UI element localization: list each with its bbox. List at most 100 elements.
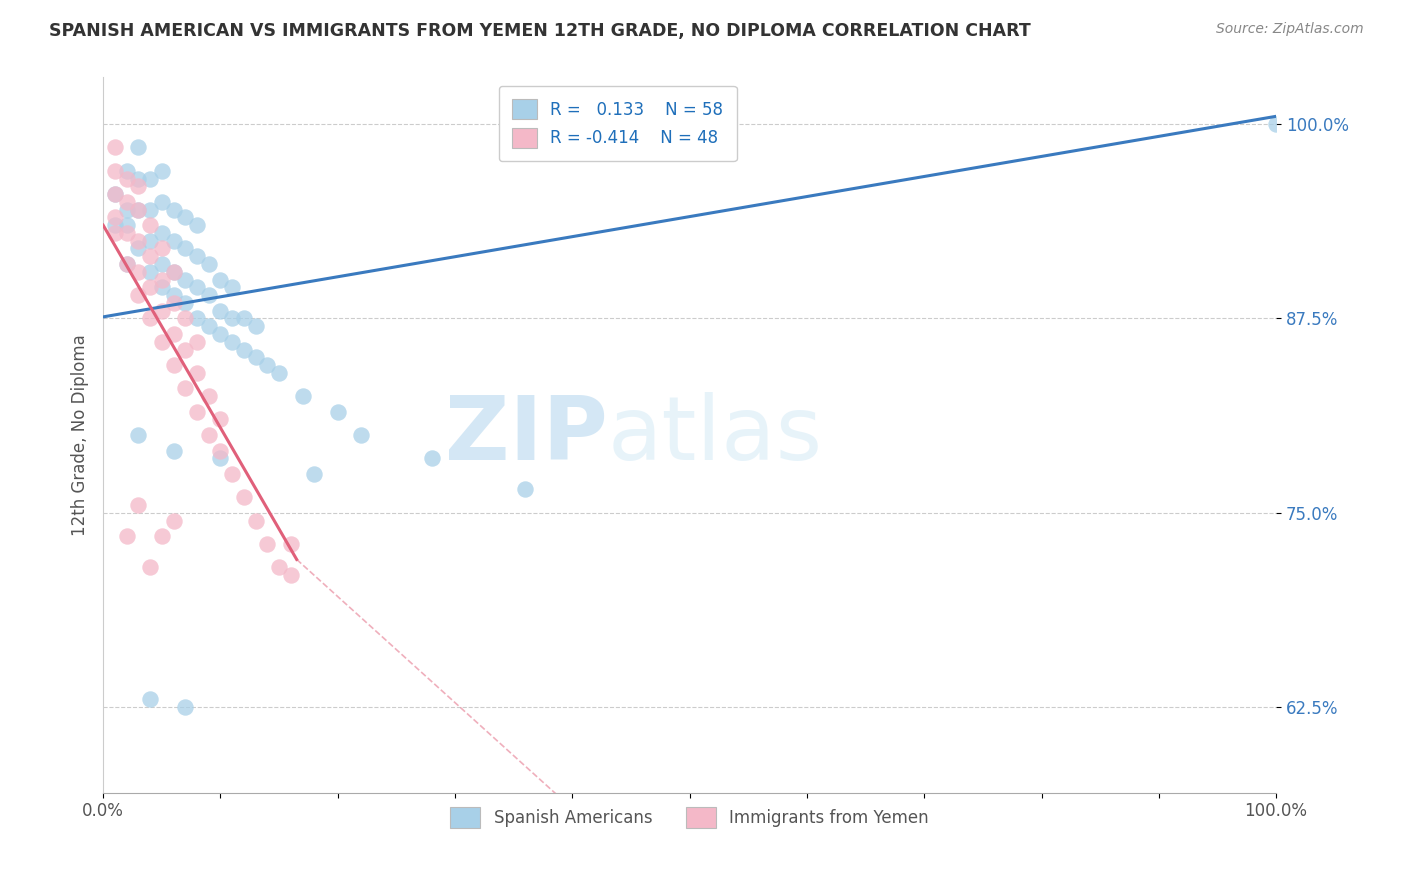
Point (139, 280, 162, 294)
Point (162, 234, 184, 248)
Point (115, 202, 138, 217)
Point (127, 288, 149, 302)
Point (127, 202, 149, 217)
Point (150, 334, 173, 349)
Text: ZIP: ZIP (444, 392, 607, 478)
Point (186, 405, 208, 419)
Point (150, 272, 173, 286)
Point (127, 140, 149, 154)
Point (197, 389, 219, 403)
Point (150, 226, 173, 240)
Point (197, 428, 219, 442)
Point (267, 366, 290, 380)
Point (197, 288, 219, 302)
Point (115, 529, 138, 543)
Point (221, 334, 243, 349)
Legend: Spanish Americans, Immigrants from Yemen: Spanish Americans, Immigrants from Yemen (444, 801, 935, 834)
Point (186, 311, 208, 326)
Point (209, 451, 232, 466)
Point (150, 257, 173, 271)
Point (162, 326, 184, 341)
Point (186, 366, 208, 380)
Point (162, 265, 184, 279)
Point (267, 560, 290, 574)
Y-axis label: 12th Grade, No Diploma: 12th Grade, No Diploma (72, 334, 89, 536)
Point (162, 288, 184, 302)
Point (127, 179, 149, 194)
Point (291, 389, 314, 403)
Point (209, 272, 232, 286)
Point (150, 242, 173, 256)
Point (139, 265, 162, 279)
Point (115, 226, 138, 240)
Point (174, 343, 197, 357)
Point (115, 194, 138, 209)
Point (209, 443, 232, 458)
Point (174, 242, 197, 256)
Point (350, 428, 373, 442)
Point (256, 358, 278, 372)
Point (186, 334, 208, 349)
Point (326, 405, 349, 419)
Point (232, 343, 254, 357)
Point (104, 218, 127, 232)
Point (420, 451, 443, 466)
Point (197, 257, 219, 271)
Point (162, 358, 184, 372)
Point (174, 700, 197, 714)
Point (174, 211, 197, 225)
Point (127, 202, 149, 217)
Point (245, 351, 267, 365)
Point (209, 303, 232, 318)
Point (104, 211, 127, 225)
Point (115, 218, 138, 232)
Point (1265, 117, 1288, 131)
Point (115, 171, 138, 186)
Point (104, 226, 127, 240)
Point (104, 163, 127, 178)
Point (127, 428, 149, 442)
Point (150, 280, 173, 294)
Point (280, 537, 302, 551)
Point (232, 311, 254, 326)
Point (139, 311, 162, 326)
Point (127, 265, 149, 279)
Point (150, 163, 173, 178)
Point (162, 265, 184, 279)
Point (150, 303, 173, 318)
Point (186, 280, 208, 294)
Point (139, 692, 162, 706)
Point (174, 381, 197, 395)
Point (256, 537, 278, 551)
Point (162, 514, 184, 528)
Point (304, 467, 326, 481)
Point (162, 296, 184, 310)
Point (139, 249, 162, 263)
Point (162, 443, 184, 458)
Point (150, 529, 173, 543)
Point (104, 187, 127, 202)
Point (127, 242, 149, 256)
Point (174, 296, 197, 310)
Point (245, 514, 267, 528)
Point (127, 234, 149, 248)
Point (139, 171, 162, 186)
Point (139, 218, 162, 232)
Text: Source: ZipAtlas.com: Source: ZipAtlas.com (1216, 22, 1364, 37)
Point (186, 249, 208, 263)
Text: SPANISH AMERICAN VS IMMIGRANTS FROM YEMEN 12TH GRADE, NO DIPLOMA CORRELATION CHA: SPANISH AMERICAN VS IMMIGRANTS FROM YEME… (49, 22, 1031, 40)
Point (245, 319, 267, 334)
Point (127, 498, 149, 512)
Point (221, 467, 243, 481)
Point (221, 311, 243, 326)
Point (139, 560, 162, 574)
Point (139, 234, 162, 248)
Point (280, 568, 302, 582)
Point (139, 202, 162, 217)
Point (115, 257, 138, 271)
Point (127, 171, 149, 186)
Point (197, 319, 219, 334)
Point (150, 194, 173, 209)
Point (174, 272, 197, 286)
Point (115, 163, 138, 178)
